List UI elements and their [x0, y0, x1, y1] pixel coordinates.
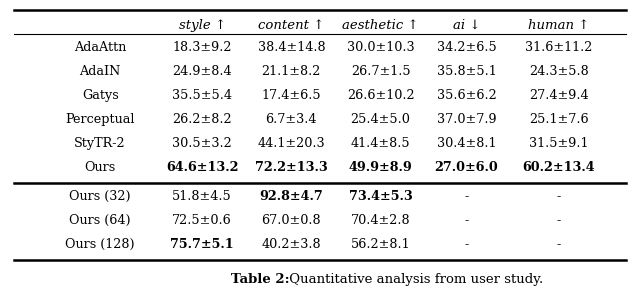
- Text: 31.5±9.1: 31.5±9.1: [529, 137, 589, 150]
- Text: 44.1±20.3: 44.1±20.3: [257, 137, 325, 150]
- Text: Ours: Ours: [84, 160, 116, 174]
- Text: -: -: [465, 214, 468, 227]
- Text: 21.1±8.2: 21.1±8.2: [262, 65, 321, 78]
- Text: StyTR-2: StyTR-2: [74, 137, 126, 150]
- Text: Ours (64): Ours (64): [69, 214, 131, 227]
- Text: ai ↓: ai ↓: [453, 19, 480, 32]
- Text: Ours (32): Ours (32): [69, 190, 131, 203]
- Text: 92.8±4.7: 92.8±4.7: [259, 190, 323, 203]
- Text: Perceptual: Perceptual: [65, 113, 135, 126]
- Text: 17.4±6.5: 17.4±6.5: [262, 89, 321, 102]
- Text: 30.0±10.3: 30.0±10.3: [347, 41, 414, 54]
- Text: AdaIN: AdaIN: [79, 65, 121, 78]
- Text: 41.4±8.5: 41.4±8.5: [351, 137, 410, 150]
- Text: 70.4±2.8: 70.4±2.8: [351, 214, 410, 227]
- Text: 24.3±5.8: 24.3±5.8: [529, 65, 589, 78]
- Text: 27.0±6.0: 27.0±6.0: [435, 160, 499, 174]
- Text: -: -: [557, 214, 561, 227]
- Text: Ours (128): Ours (128): [65, 238, 135, 251]
- Text: 25.4±5.0: 25.4±5.0: [351, 113, 410, 126]
- Text: 26.7±1.5: 26.7±1.5: [351, 65, 410, 78]
- Text: 49.9±8.9: 49.9±8.9: [349, 160, 412, 174]
- Text: -: -: [465, 238, 468, 251]
- Text: 35.8±5.1: 35.8±5.1: [436, 65, 497, 78]
- Text: 35.6±6.2: 35.6±6.2: [436, 89, 497, 102]
- Text: 72.5±0.6: 72.5±0.6: [172, 214, 232, 227]
- Text: -: -: [465, 190, 468, 203]
- Text: 18.3±9.2: 18.3±9.2: [172, 41, 232, 54]
- Text: 30.5±3.2: 30.5±3.2: [172, 137, 232, 150]
- Text: 27.4±9.4: 27.4±9.4: [529, 89, 589, 102]
- Text: 26.6±10.2: 26.6±10.2: [347, 89, 414, 102]
- Text: 75.7±5.1: 75.7±5.1: [170, 238, 234, 251]
- Text: 34.2±6.5: 34.2±6.5: [436, 41, 497, 54]
- Text: 37.0±7.9: 37.0±7.9: [436, 113, 497, 126]
- Text: 56.2±8.1: 56.2±8.1: [351, 238, 410, 251]
- Text: Gatys: Gatys: [82, 89, 118, 102]
- Text: 73.4±5.3: 73.4±5.3: [349, 190, 412, 203]
- Text: 26.2±8.2: 26.2±8.2: [172, 113, 232, 126]
- Text: style ↑: style ↑: [179, 19, 226, 32]
- Text: -: -: [557, 238, 561, 251]
- Text: 67.0±0.8: 67.0±0.8: [262, 214, 321, 227]
- Text: Quantitative analysis from user study.: Quantitative analysis from user study.: [285, 273, 543, 286]
- Text: content ↑: content ↑: [258, 19, 324, 32]
- Text: 60.2±13.4: 60.2±13.4: [523, 160, 595, 174]
- Text: -: -: [557, 190, 561, 203]
- Text: Table 2:: Table 2:: [231, 273, 289, 286]
- Text: 30.4±8.1: 30.4±8.1: [437, 137, 496, 150]
- Text: 25.1±7.6: 25.1±7.6: [529, 113, 589, 126]
- Text: 31.6±11.2: 31.6±11.2: [525, 41, 593, 54]
- Text: Table 2:: Table 2:: [0, 294, 1, 295]
- Text: 35.5±5.4: 35.5±5.4: [172, 89, 232, 102]
- Text: 51.8±4.5: 51.8±4.5: [172, 190, 232, 203]
- Text: 40.2±3.8: 40.2±3.8: [262, 238, 321, 251]
- Text: 72.2±13.3: 72.2±13.3: [255, 160, 328, 174]
- Text: 64.6±13.2: 64.6±13.2: [166, 160, 238, 174]
- Text: aesthetic ↑: aesthetic ↑: [342, 19, 419, 32]
- Text: 24.9±8.4: 24.9±8.4: [172, 65, 232, 78]
- Text: 6.7±3.4: 6.7±3.4: [266, 113, 317, 126]
- Text: human ↑: human ↑: [528, 19, 589, 32]
- Text: AdaAttn: AdaAttn: [74, 41, 126, 54]
- Text: 38.4±14.8: 38.4±14.8: [257, 41, 325, 54]
